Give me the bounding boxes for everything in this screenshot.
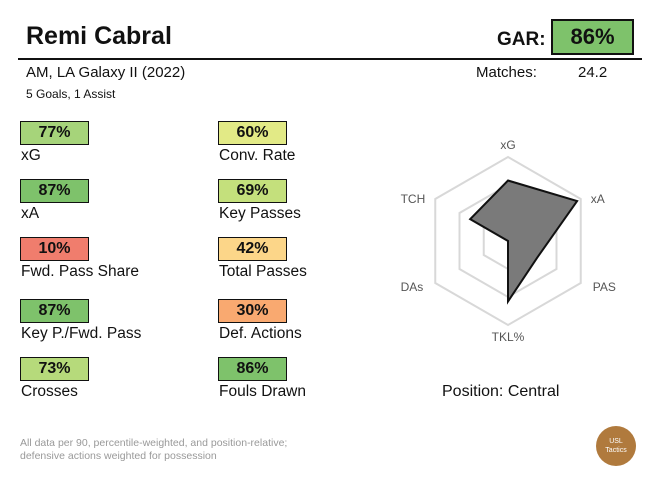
radar-axis-label: xA	[591, 192, 605, 206]
percentile-badge: 87%	[20, 299, 89, 323]
metric-total-passes: 42% Total Passes	[218, 237, 388, 287]
footnote: All data per 90, percentile-weighted, an…	[20, 437, 380, 463]
metric-crosses: 73% Crosses	[20, 357, 190, 407]
radar-data-shape	[468, 179, 579, 305]
radar-axis-label: TCH	[401, 192, 426, 206]
footnote-line: All data per 90, percentile-weighted, an…	[20, 437, 288, 449]
percentile-badge: 69%	[218, 179, 287, 203]
metric-xa: 87% xA	[20, 179, 190, 229]
percentile-badge: 87%	[20, 179, 89, 203]
radar-axis-label: PAS	[593, 280, 616, 294]
percentile-badge: 42%	[218, 237, 287, 261]
header-divider	[18, 58, 642, 60]
metric-label: Def. Actions	[219, 325, 302, 342]
percentile-badge: 60%	[218, 121, 287, 145]
gar-label: GAR:	[497, 29, 546, 50]
percentile-badge: 77%	[20, 121, 89, 145]
metric-key-passes: 69% Key Passes	[218, 179, 388, 229]
player-position-team: AM, LA Galaxy II (2022)	[26, 64, 186, 81]
metric-label: xA	[21, 205, 40, 222]
percentile-badge: 86%	[218, 357, 287, 381]
percentile-badge: 30%	[218, 299, 287, 323]
logo-text: USL	[609, 438, 623, 445]
metric-label: Key Passes	[219, 205, 301, 222]
position-label: Position: Central	[442, 383, 560, 400]
usl-tactics-logo: USL Tactics	[596, 426, 636, 466]
logo-text: Tactics	[605, 447, 627, 454]
goals-assists: 5 Goals, 1 Assist	[26, 87, 116, 101]
metric-def-actions: 30% Def. Actions	[218, 299, 388, 349]
radar-axis-label: xG	[500, 138, 515, 152]
metric-label: Total Passes	[219, 263, 307, 280]
metric-label: Key P./Fwd. Pass	[21, 325, 142, 342]
metric-label: Fwd. Pass Share	[21, 263, 140, 280]
percentile-badge: 10%	[20, 237, 89, 261]
player-name: Remi Cabral	[26, 22, 172, 50]
gar-value-badge: 86%	[551, 19, 634, 55]
footnote-line: defensive actions weighted for possessio…	[20, 450, 217, 462]
matches-label: Matches:	[476, 64, 537, 81]
metric-label: Fouls Drawn	[219, 383, 306, 400]
radar-grid-ring	[434, 155, 582, 327]
metric-label: Conv. Rate	[219, 147, 296, 164]
metric-label: xG	[21, 147, 41, 164]
metric-fwd-pass-share: 10% Fwd. Pass Share	[20, 237, 190, 287]
radar-chart: xG xA PAS TKL% DAs TCH	[401, 138, 616, 344]
radar-axis-label: TKL%	[492, 330, 525, 344]
matches-value: 24.2	[578, 64, 608, 81]
metric-fouls-drawn: 86% Fouls Drawn	[218, 357, 388, 407]
radar-axis-label: DAs	[401, 280, 424, 294]
metric-label: Crosses	[21, 383, 78, 400]
percentile-badge: 73%	[20, 357, 89, 381]
metric-xg: 77% xG	[20, 121, 190, 171]
metric-key-p-fwd-pass: 87% Key P./Fwd. Pass	[20, 299, 190, 349]
metric-conv-rate: 60% Conv. Rate	[218, 121, 388, 171]
